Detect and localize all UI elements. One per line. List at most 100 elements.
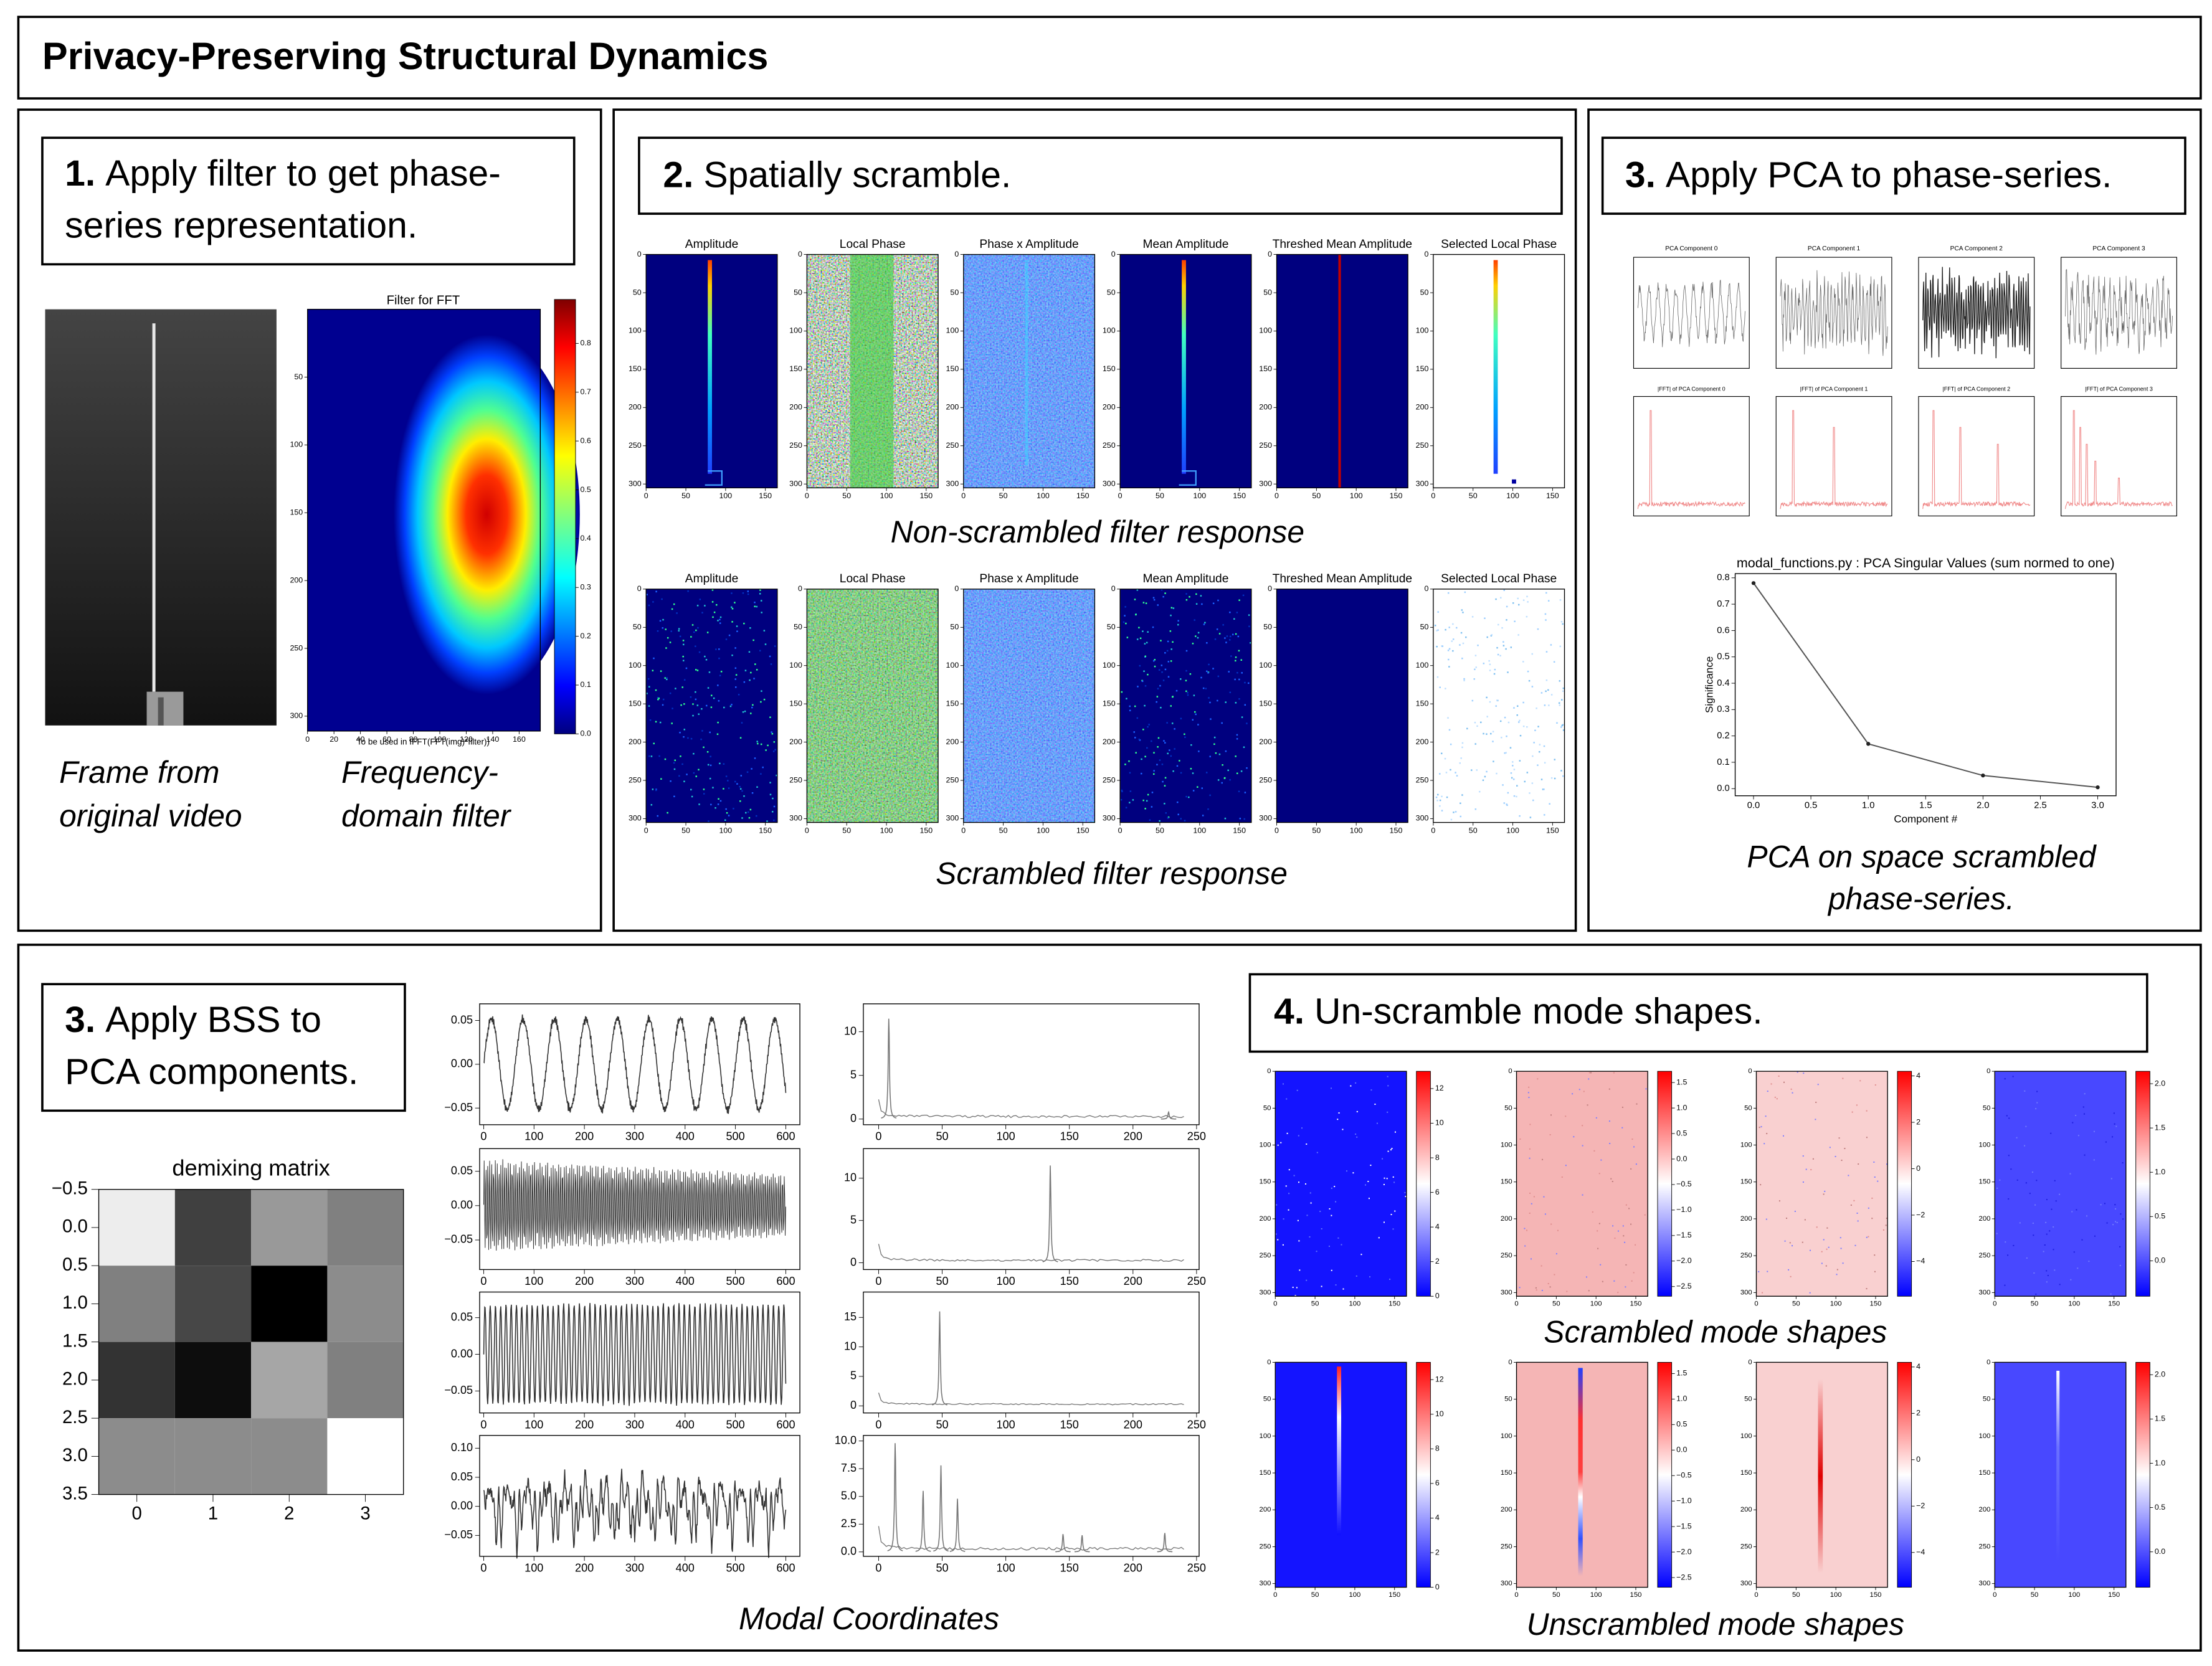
- speckle: [751, 706, 753, 709]
- y-tick-label: 100: [1103, 661, 1116, 670]
- speckle: [1562, 775, 1564, 777]
- y-tick-label: 200: [629, 737, 642, 746]
- speckle: [1447, 650, 1450, 651]
- speckle: [773, 805, 776, 808]
- speckle: [1460, 802, 1461, 804]
- speckle: [693, 631, 695, 633]
- speckle: [1141, 680, 1144, 683]
- x-tick-label: 1: [208, 1503, 218, 1524]
- speckle: [2008, 1117, 2010, 1119]
- y-tick-label: −0.5: [52, 1178, 88, 1199]
- response-stripe: [1493, 260, 1498, 474]
- speckle: [1562, 687, 1564, 689]
- step-text: series representation.: [65, 205, 417, 245]
- speckle: [657, 630, 659, 632]
- x-tick-label: 2: [284, 1503, 294, 1524]
- response-base: [705, 470, 723, 486]
- x-tick-label: 50: [936, 1418, 948, 1431]
- x-tick-label: 150: [2108, 1591, 2120, 1599]
- speckle: [1475, 666, 1477, 668]
- colorbar-tick-label: 1.0: [2155, 1168, 2165, 1176]
- speckle: [698, 713, 700, 715]
- speckle: [1597, 1230, 1598, 1232]
- speckle: [1460, 815, 1462, 818]
- colorbar-tick-label: 0.0: [2155, 1547, 2165, 1556]
- speckle: [1999, 1179, 2001, 1181]
- speckle: [698, 651, 701, 653]
- x-tick-label: 1.0: [1862, 801, 1874, 811]
- spectrum-floor: [878, 1244, 1184, 1262]
- speckle: [1159, 684, 1161, 687]
- speckle: [1760, 1126, 1762, 1128]
- speckle: [1225, 641, 1227, 643]
- colorbar-tick-label: 2: [1435, 1548, 1440, 1556]
- x-tick-label: 400: [676, 1275, 695, 1287]
- x-tick-label: 0: [1431, 491, 1435, 500]
- speckle: [1534, 729, 1536, 731]
- y-tick-label: 0: [1987, 1067, 1990, 1075]
- speckle: [1762, 1292, 1763, 1294]
- speckle: [760, 773, 762, 775]
- x-tick-label: 80: [409, 735, 418, 744]
- x-tick-label: 150: [1388, 1300, 1400, 1308]
- speckle: [749, 679, 751, 681]
- speckle: [696, 670, 699, 671]
- x-tick-label: 150: [1060, 1562, 1079, 1574]
- speckle: [2116, 1221, 2118, 1223]
- speckle: [648, 755, 650, 757]
- speckle: [1142, 729, 1144, 731]
- speckle: [1134, 705, 1136, 708]
- y-tick-label: 250: [629, 441, 642, 450]
- colorbar-tick-label: 1.5: [1676, 1369, 1687, 1378]
- speckle: [1866, 1236, 1868, 1238]
- speckle: [2070, 1279, 2072, 1280]
- speckle: [1177, 623, 1179, 626]
- speckle: [1631, 1138, 1633, 1140]
- response-dot: [1512, 479, 1516, 484]
- speckle: [1608, 1088, 1610, 1090]
- x-tick-label: 0: [644, 826, 648, 835]
- image: [1995, 1071, 2126, 1297]
- speckle: [1172, 696, 1174, 698]
- speckle: [743, 795, 745, 797]
- speckle: [1177, 620, 1179, 622]
- y-tick-label: 150: [1260, 1178, 1271, 1186]
- speckle: [1612, 1225, 1614, 1227]
- speckle: [1235, 660, 1237, 662]
- speckle: [756, 815, 757, 817]
- speckle: [701, 730, 703, 732]
- speckle: [763, 630, 766, 632]
- speckle: [1310, 1202, 1312, 1204]
- speckle: [754, 605, 756, 608]
- speckle: [1440, 752, 1443, 754]
- y-tick-label: 50: [633, 288, 642, 296]
- y-tick-label: −0.05: [444, 1384, 473, 1396]
- speckle: [680, 755, 681, 757]
- x-tick-label: 0: [1118, 826, 1123, 835]
- y-tick-label: 250: [946, 775, 959, 784]
- step-number: 4.: [1274, 991, 1304, 1031]
- y-tick-label: 0.10: [451, 1441, 473, 1454]
- speckle: [1221, 722, 1223, 724]
- speckle: [1608, 1120, 1610, 1122]
- speckle: [2004, 1284, 2006, 1286]
- image: [1276, 589, 1408, 823]
- speckle: [1177, 813, 1179, 816]
- speckle: [1329, 1208, 1331, 1210]
- step-number: 3.: [65, 1000, 95, 1040]
- speckle: [1436, 645, 1438, 648]
- speckle: [1628, 1208, 1630, 1209]
- page-title: Privacy-Preserving Structural Dynamics: [42, 35, 768, 77]
- speckle: [1842, 1077, 1844, 1079]
- speckle: [1138, 627, 1140, 628]
- y-tick-label: 200: [1740, 1215, 1752, 1223]
- speckle: [742, 711, 744, 713]
- speckle: [1292, 1287, 1294, 1289]
- x-tick-label: 60: [382, 735, 391, 744]
- x-tick-label: 1.5: [1919, 801, 1932, 811]
- speckle: [2049, 1230, 2051, 1232]
- speckle: [1826, 1248, 1828, 1250]
- speckle: [1437, 611, 1439, 613]
- spectrum: [2064, 410, 2173, 509]
